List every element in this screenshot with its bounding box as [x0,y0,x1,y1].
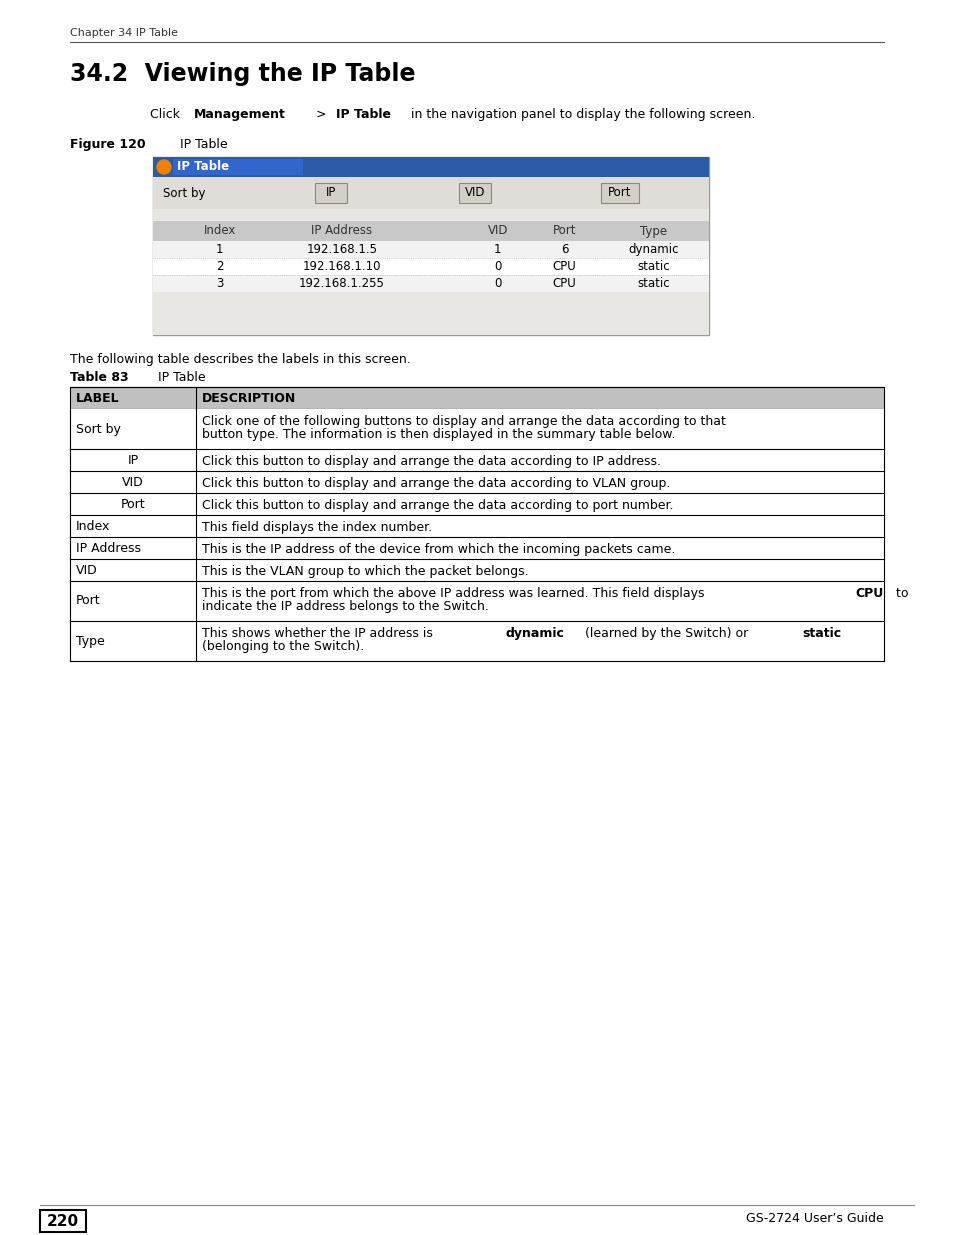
Text: Click this button to display and arrange the data according to IP address.: Click this button to display and arrange… [202,454,660,468]
Text: Chapter 34 IP Table: Chapter 34 IP Table [70,28,178,38]
Text: Sort by: Sort by [76,422,121,436]
Bar [152,291,708,335]
Text: 1: 1 [494,243,501,256]
Text: This shows whether the IP address is: This shows whether the IP address is [202,627,436,640]
Circle shape [157,161,171,174]
Text: to: to [891,587,907,600]
Text: Figure 120: Figure 120 [70,138,146,151]
Text: IP: IP [128,453,138,467]
Text: IP: IP [325,186,335,200]
Bar [459,183,491,203]
Text: IP Table: IP Table [168,138,227,151]
Text: Table 83: Table 83 [70,370,129,384]
Text: DESCRIPTION: DESCRIPTION [202,391,296,405]
Text: Index: Index [76,520,111,532]
Text: static: static [637,277,669,290]
Bar [152,275,708,291]
Text: 3: 3 [215,277,223,290]
Text: CPU: CPU [552,277,576,290]
Bar [70,409,883,450]
Text: 34.2  Viewing the IP Table: 34.2 Viewing the IP Table [70,62,416,86]
Bar [152,241,708,258]
Bar [152,177,708,209]
Text: 192.168.1.10: 192.168.1.10 [302,261,381,273]
Text: Port: Port [121,498,145,510]
Text: Type: Type [639,225,666,237]
Text: Index: Index [203,225,235,237]
Text: dynamic: dynamic [627,243,678,256]
Bar [70,387,883,409]
Text: VID: VID [122,475,144,489]
Text: This is the VLAN group to which the packet belongs.: This is the VLAN group to which the pack… [202,564,528,578]
Text: IP Address: IP Address [311,225,373,237]
Text: Click: Click [150,107,184,121]
Text: static: static [801,627,841,640]
Text: VID: VID [76,563,97,577]
Text: Type: Type [76,635,105,647]
Text: Click this button to display and arrange the data according to port number.: Click this button to display and arrange… [202,499,673,513]
Bar [152,221,708,241]
Text: This field displays the index number.: This field displays the index number. [202,521,432,534]
Text: The following table describes the labels in this screen.: The following table describes the labels… [70,353,411,366]
Bar [152,258,708,275]
Text: IP Address: IP Address [76,541,141,555]
Text: Port: Port [76,594,100,608]
Text: (learned by the Switch) or: (learned by the Switch) or [580,627,752,640]
Text: 220: 220 [47,1214,79,1229]
Bar [314,183,347,203]
Text: This is the IP address of the device from which the incoming packets came.: This is the IP address of the device fro… [202,543,675,556]
Bar [172,159,303,175]
Text: 0: 0 [494,277,501,290]
Bar [70,493,883,515]
Text: dynamic: dynamic [505,627,563,640]
Text: Port: Port [552,225,576,237]
Text: IP Table: IP Table [336,107,391,121]
Bar [40,1210,86,1233]
Text: 0: 0 [494,261,501,273]
Text: 1: 1 [215,243,223,256]
Text: 192.168.1.5: 192.168.1.5 [306,243,377,256]
Text: IP Table: IP Table [146,370,205,384]
Bar [152,157,708,177]
Text: Management: Management [193,107,286,121]
Text: (belonging to the Switch).: (belonging to the Switch). [202,640,364,653]
Text: This is the port from which the above IP address was learned. This field display: This is the port from which the above IP… [202,587,708,600]
Text: CPU: CPU [855,587,883,600]
Text: 2: 2 [215,261,223,273]
Text: 192.168.1.255: 192.168.1.255 [299,277,385,290]
Bar [70,559,883,580]
Text: indicate the IP address belongs to the Switch.: indicate the IP address belongs to the S… [202,600,489,613]
Text: button type. The information is then displayed in the summary table below.: button type. The information is then dis… [202,429,675,441]
Text: in the navigation panel to display the following screen.: in the navigation panel to display the f… [407,107,755,121]
Bar [152,157,708,335]
Text: Sort by: Sort by [163,186,205,200]
Bar [70,515,883,537]
Text: Click one of the following buttons to display and arrange the data according to : Click one of the following buttons to di… [202,415,725,429]
Text: static: static [637,261,669,273]
Bar [70,471,883,493]
Text: GS-2724 User’s Guide: GS-2724 User’s Guide [745,1213,883,1225]
Bar [70,580,883,621]
Text: VID: VID [487,225,507,237]
Text: Port: Port [608,186,631,200]
Text: 6: 6 [560,243,568,256]
Text: Click this button to display and arrange the data according to VLAN group.: Click this button to display and arrange… [202,477,670,490]
Text: LABEL: LABEL [76,391,119,405]
Bar [70,537,883,559]
Bar [152,209,708,221]
Bar [70,621,883,661]
Text: >: > [312,107,331,121]
Bar [600,183,639,203]
Text: CPU: CPU [552,261,576,273]
Bar [70,450,883,471]
Text: IP Table: IP Table [177,161,229,173]
Text: VID: VID [465,186,485,200]
